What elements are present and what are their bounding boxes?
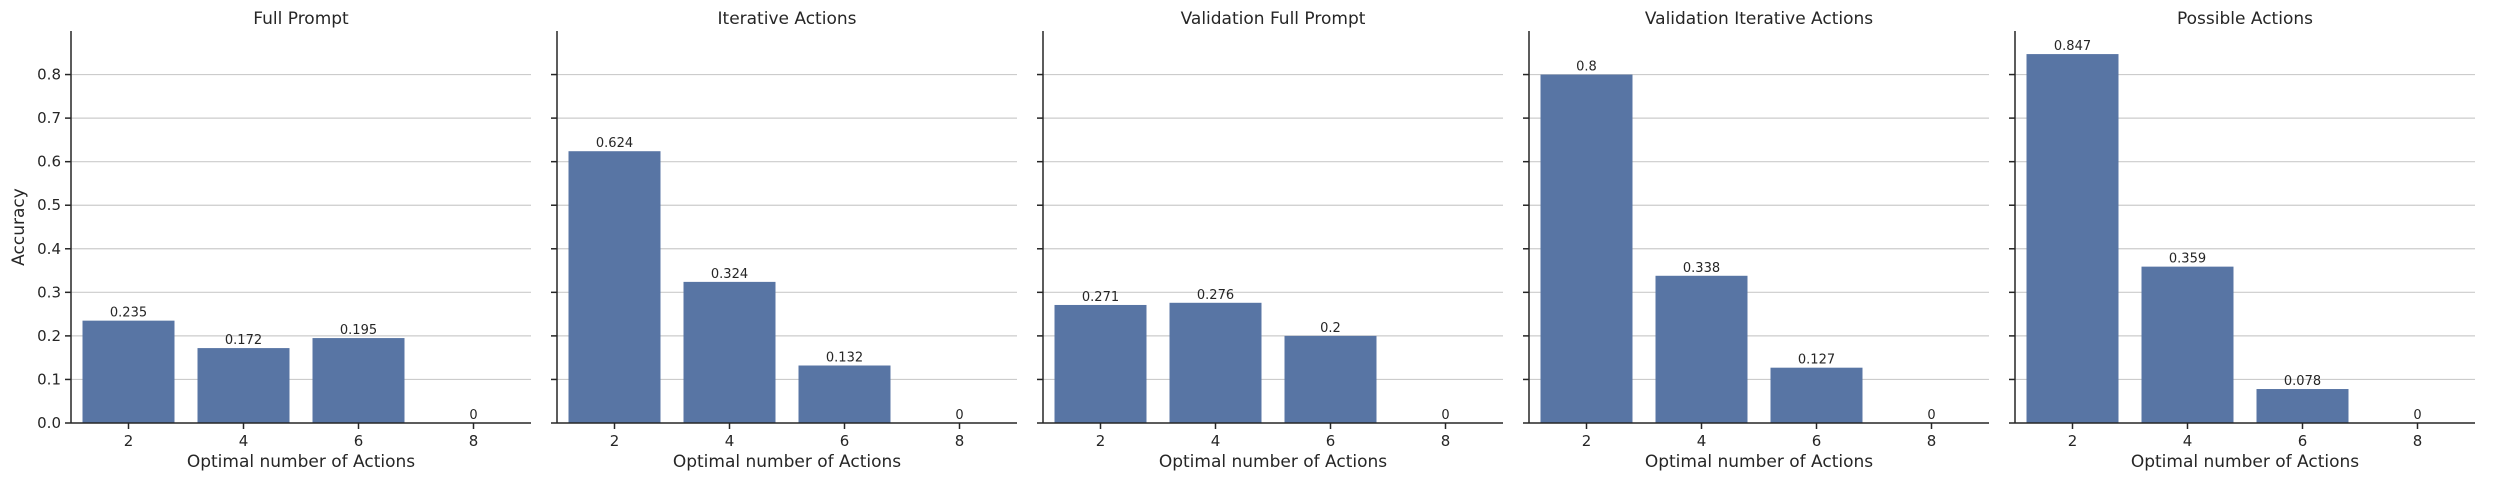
data-label: 0 [1441, 408, 1449, 423]
bar-6 [312, 338, 405, 423]
panel-title: Validation Iterative Actions [1645, 9, 1873, 29]
y-tick-label: 0.1 [37, 370, 61, 388]
data-label: 0.276 [1197, 288, 1234, 303]
bar-4 [683, 281, 776, 423]
y-axis-label: Accuracy [9, 188, 29, 266]
bar-4 [2141, 266, 2234, 423]
data-label: 0.624 [596, 136, 633, 151]
data-label: 0.235 [110, 306, 147, 321]
data-label: 0.359 [2169, 252, 2206, 267]
panel-title: Possible Actions [2177, 9, 2313, 29]
bar-2 [1540, 74, 1633, 424]
chart-panel-4: 0.8 2 0.338 4 0.127 6 0 8 Validation Iterative A… [1523, 9, 1989, 472]
x-axis-label: Optimal number of Actions [1159, 452, 1387, 472]
x-tick-label: 4 [1211, 432, 1221, 450]
data-label: 0 [2413, 408, 2421, 423]
x-tick-label: 2 [610, 432, 620, 450]
y-tick-label: 0.5 [37, 196, 61, 214]
x-tick-label: 8 [955, 432, 965, 450]
data-label: 0.078 [2284, 374, 2321, 389]
x-tick-label: 4 [725, 432, 735, 450]
data-label: 0.127 [1798, 353, 1835, 368]
x-tick-label: 6 [1326, 432, 1336, 450]
bar-4 [1655, 275, 1748, 423]
data-label: 0.324 [711, 267, 748, 282]
data-label: 0.8 [1576, 60, 1597, 75]
bar-6 [798, 365, 891, 423]
data-label: 0.172 [225, 333, 262, 348]
x-tick-label: 4 [239, 432, 249, 450]
data-label: 0.271 [1082, 290, 1119, 305]
x-tick-label: 8 [1441, 432, 1451, 450]
bar-6 [1284, 335, 1377, 423]
x-tick-label: 8 [469, 432, 479, 450]
y-tick-label: 0.8 [37, 66, 61, 84]
x-tick-label: 2 [1582, 432, 1592, 450]
x-tick-label: 6 [1812, 432, 1822, 450]
data-label: 0 [955, 408, 963, 423]
data-label: 0 [469, 408, 477, 423]
x-tick-label: 4 [1697, 432, 1707, 450]
x-axis-label: Optimal number of Actions [187, 452, 415, 472]
x-tick-label: 8 [1927, 432, 1937, 450]
bar-2 [82, 320, 175, 423]
x-tick-label: 2 [2068, 432, 2078, 450]
x-axis-label: Optimal number of Actions [673, 452, 901, 472]
data-label: 0.847 [2054, 39, 2091, 54]
x-tick-label: 6 [2298, 432, 2308, 450]
y-tick-label: 0.2 [37, 327, 61, 345]
data-label: 0.195 [340, 323, 377, 338]
y-tick-label: 0.0 [37, 414, 61, 432]
y-tick-label: 0.6 [37, 153, 61, 171]
bar-4 [197, 348, 290, 423]
data-label: 0 [1927, 408, 1935, 423]
panel-title: Iterative Actions [718, 9, 857, 29]
x-axis-label: Optimal number of Actions [2131, 452, 2359, 472]
data-label: 0.132 [826, 351, 863, 366]
chart-panel-5: 0.847 2 0.359 4 0.078 6 0 8 Possible Actions Opti… [2009, 9, 2475, 472]
data-label: 0.2 [1320, 321, 1341, 336]
x-tick-label: 2 [1096, 432, 1106, 450]
x-axis-label: Optimal number of Actions [1645, 452, 1873, 472]
panel-title: Full Prompt [253, 9, 349, 29]
y-tick-label: 0.7 [37, 109, 61, 127]
x-tick-label: 6 [354, 432, 364, 450]
chart-panel-3: 0.271 2 0.276 4 0.2 6 0 8 Validation Full Prompt… [1037, 9, 1503, 472]
x-tick-label: 4 [2183, 432, 2193, 450]
data-label: 0.338 [1683, 261, 1720, 276]
x-tick-label: 2 [124, 432, 134, 450]
y-tick-label: 0.3 [37, 283, 61, 301]
bar-6 [1770, 367, 1863, 423]
x-tick-label: 6 [840, 432, 850, 450]
chart-panel-1: 0.0 0.1 0.2 0.3 0.4 0.5 0.6 0.7 0.8 0.235 2 0.172 4 0… [9, 9, 531, 472]
bar-6 [2256, 389, 2349, 423]
bar-2 [1054, 304, 1147, 423]
panel-title: Validation Full Prompt [1181, 9, 1366, 29]
x-tick-label: 8 [2413, 432, 2423, 450]
chart-panel-2: 0.624 2 0.324 4 0.132 6 0 8 Iterative Actions Opt… [551, 9, 1017, 472]
y-tick-label: 0.4 [37, 240, 61, 258]
bar-2 [2026, 54, 2119, 424]
bar-4 [1169, 302, 1262, 423]
bar-2 [568, 151, 661, 424]
